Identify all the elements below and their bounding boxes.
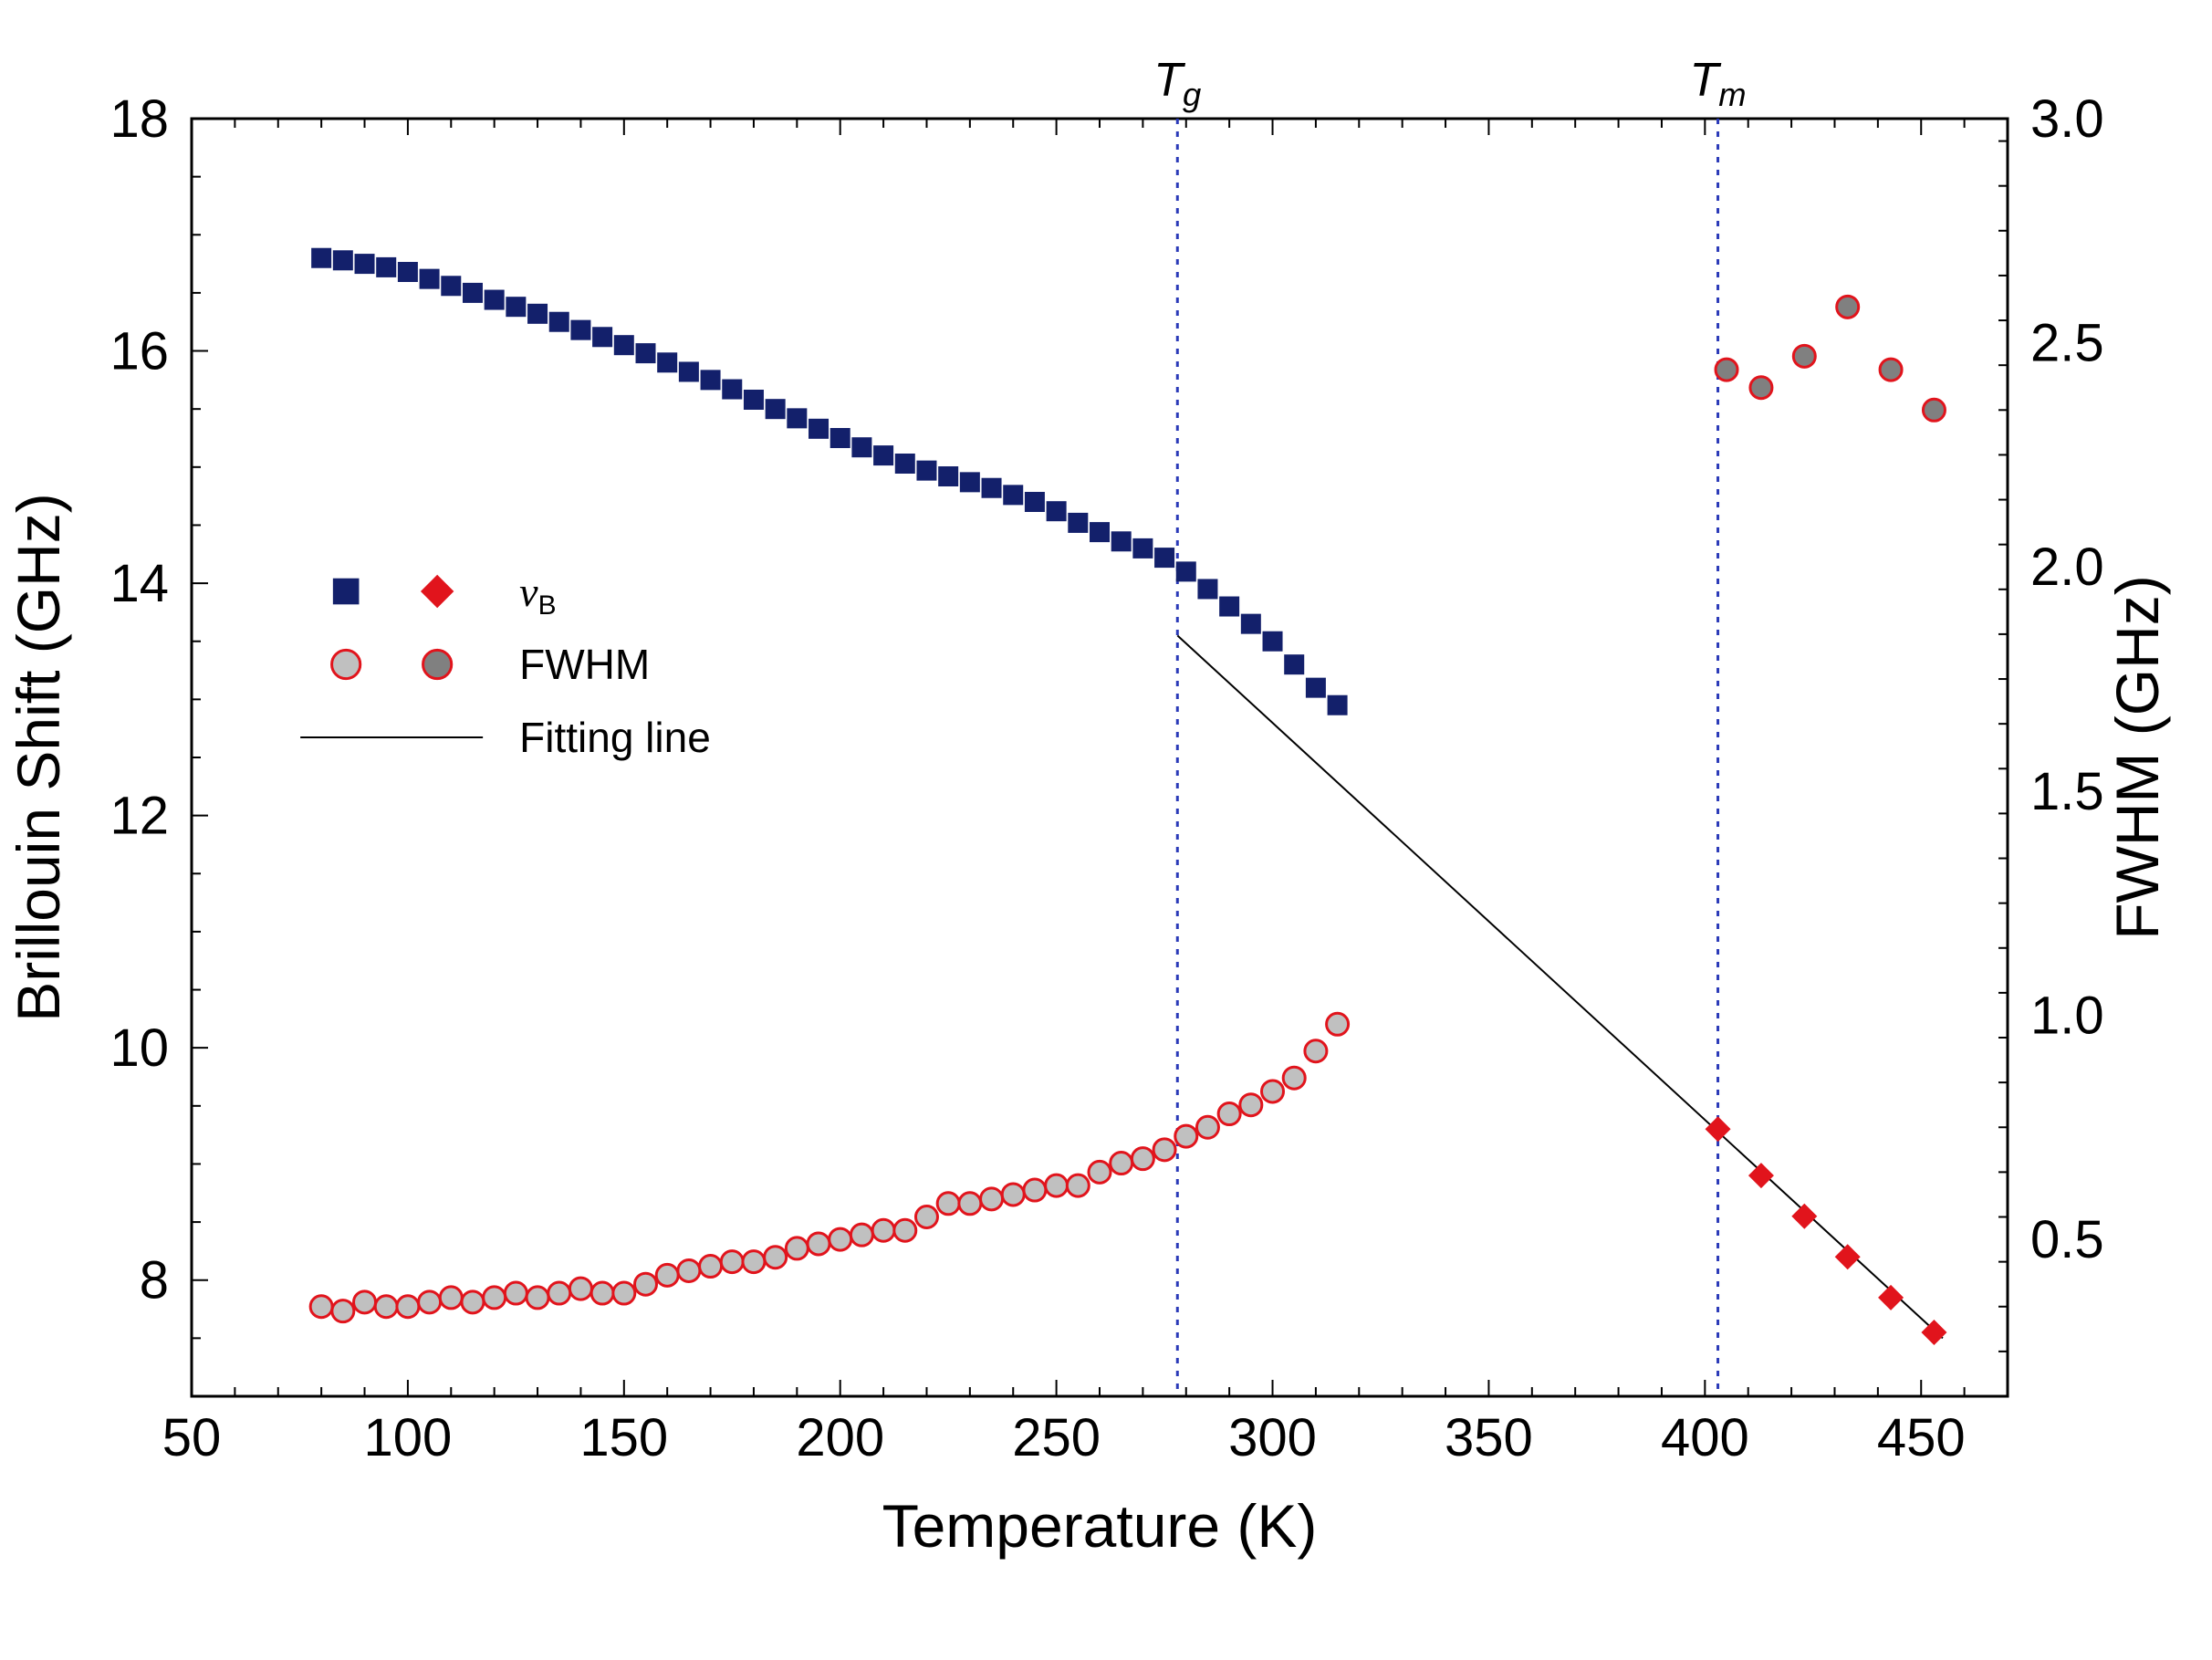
yright-tick-label: 2.5: [2030, 314, 2104, 373]
legend-label: FWHM: [519, 641, 650, 688]
x-axis-label: Temperature (K): [882, 1492, 1318, 1560]
yright-axis-label: FWHM (GHz): [2103, 575, 2171, 940]
x-tick-label: 400: [1661, 1408, 1749, 1467]
yright-tick-label: 1.0: [2030, 986, 2104, 1045]
yleft-tick-label: 12: [110, 787, 169, 846]
x-tick-label: 150: [579, 1408, 668, 1467]
x-tick-label: 250: [1012, 1408, 1101, 1467]
yleft-tick-label: 10: [110, 1018, 169, 1078]
x-tick-label: 300: [1228, 1408, 1317, 1467]
yleft-tick-label: 16: [110, 322, 169, 381]
x-tick-label: 450: [1877, 1408, 1966, 1467]
yright-tick-label: 1.5: [2030, 762, 2104, 821]
yleft-tick-label: 8: [140, 1251, 169, 1310]
yleft-tick-label: 14: [110, 554, 169, 613]
x-tick-label: 50: [162, 1408, 222, 1467]
yright-tick-label: 0.5: [2030, 1210, 2104, 1269]
x-tick-label: 200: [796, 1408, 884, 1467]
yright-tick-label: 3.0: [2030, 89, 2104, 149]
yleft-axis-label: Brillouin Shift (GHz): [5, 493, 72, 1021]
yright-tick-label: 2.0: [2030, 538, 2104, 597]
x-tick-label: 100: [364, 1408, 453, 1467]
chart-container: 50 100 150 200 250 300 350 400 450 Temperature (K…: [0, 0, 2212, 1660]
chart-svg: 50 100 150 200 250 300 350 400 450 Temperature (K…: [0, 0, 2212, 1660]
legend-label: Fitting line: [519, 714, 711, 761]
yleft-tick-label: 18: [110, 89, 169, 149]
x-tick-label: 350: [1445, 1408, 1533, 1467]
